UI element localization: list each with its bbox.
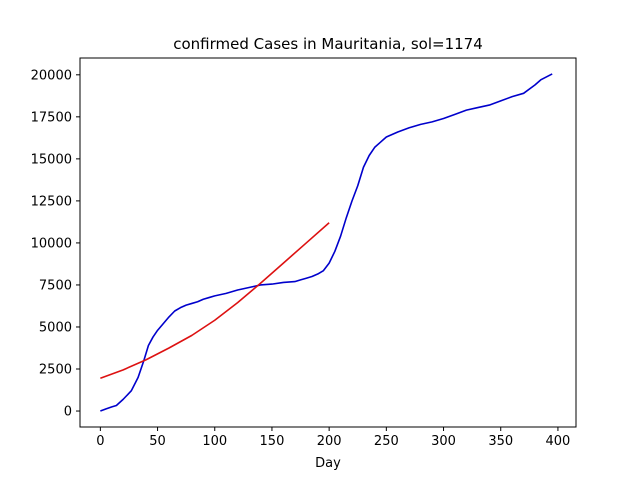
x-tick-label: 100 bbox=[202, 434, 227, 449]
x-tick-label: 400 bbox=[546, 434, 571, 449]
x-tick-label: 300 bbox=[431, 434, 456, 449]
x-tick-label: 350 bbox=[488, 434, 513, 449]
x-tick-label: 0 bbox=[96, 434, 104, 449]
series-line-0 bbox=[100, 73, 553, 412]
x-tick-label: 200 bbox=[317, 434, 342, 449]
y-tick-label: 15000 bbox=[31, 152, 72, 167]
y-tick-label: 12500 bbox=[31, 194, 72, 209]
series-layer bbox=[100, 73, 553, 412]
plot-frame bbox=[79, 57, 577, 428]
y-tick-label: 20000 bbox=[31, 68, 72, 83]
y-axis-ticks: 0 2500 5000 7500 10000 12500 15000 17500 20000 bbox=[31, 68, 80, 420]
y-tick-label: 10000 bbox=[31, 236, 72, 251]
series-line-1 bbox=[100, 222, 330, 380]
x-tick-label: 150 bbox=[260, 434, 285, 449]
x-tick-label: 50 bbox=[149, 434, 166, 449]
y-tick-label: 17500 bbox=[31, 110, 72, 125]
x-axis-label: Day bbox=[315, 456, 341, 471]
y-tick-label: 5000 bbox=[39, 320, 72, 335]
x-axis-ticks: 0 50 100 150 200 250 300 350 400 bbox=[96, 427, 570, 449]
y-tick-label: 7500 bbox=[39, 278, 72, 293]
x-tick-label: 250 bbox=[374, 434, 399, 449]
chart-title: confirmed Cases in Mauritania, sol=1174 bbox=[173, 35, 483, 53]
y-tick-label: 0 bbox=[64, 405, 72, 420]
y-tick-label: 2500 bbox=[39, 363, 72, 378]
